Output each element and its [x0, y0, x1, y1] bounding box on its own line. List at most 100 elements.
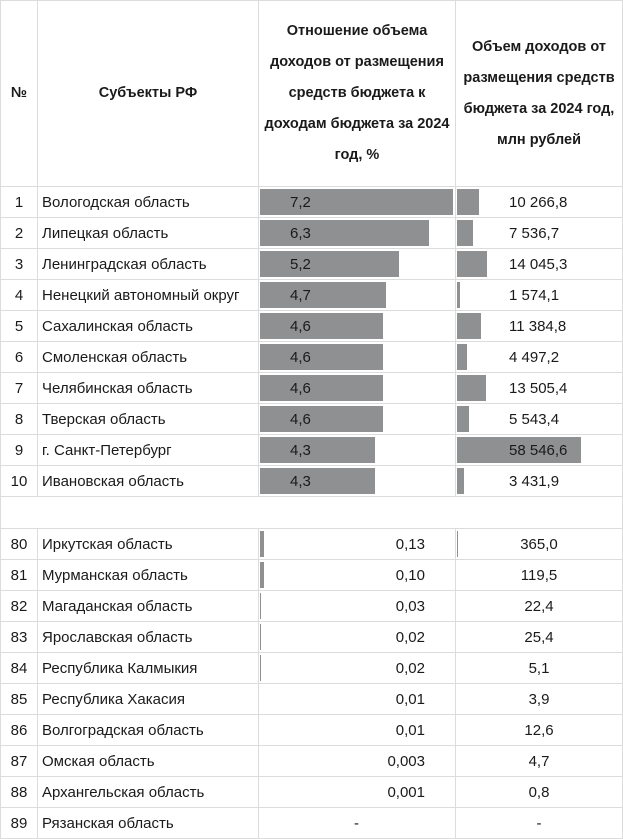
region-name: Вологодская область — [37, 186, 259, 218]
region-name: Республика Хакасия — [37, 683, 259, 715]
row-number: 82 — [0, 590, 38, 622]
table-row: 5 Сахалинская область 4,6 11 384,8 — [0, 310, 623, 342]
row-number: 86 — [0, 714, 38, 746]
volume-cell: 14 045,3 — [455, 248, 623, 280]
volume-bar — [457, 375, 486, 401]
ratio-bar — [260, 531, 264, 557]
volume-cell: 4 497,2 — [455, 341, 623, 373]
volume-value: 3,9 — [528, 690, 550, 708]
volume-cell: 7 536,7 — [455, 217, 623, 249]
volume-value: 58 546,6 — [509, 441, 568, 459]
ratio-cell: 0,02 — [258, 652, 456, 684]
volume-bar — [457, 313, 481, 339]
ratio-value: 0,10 — [395, 566, 425, 584]
ratio-value: 0,001 — [387, 783, 425, 801]
volume-cell: 1 574,1 — [455, 279, 623, 311]
ratio-cell: 4,6 — [258, 403, 456, 435]
row-number: 87 — [0, 745, 38, 777]
region-name: Магаданская область — [37, 590, 259, 622]
volume-cell: 22,4 — [455, 590, 623, 622]
volume-cell: 5 543,4 — [455, 403, 623, 435]
ratio-cell: 4,7 — [258, 279, 456, 311]
ratio-cell: 0,13 — [258, 528, 456, 560]
region-name: Ленинградская область — [37, 248, 259, 280]
row-number: 2 — [0, 217, 38, 249]
ratio-value: 4,3 — [290, 472, 311, 490]
header-row: № Субъекты РФ Отношение объема доходов о… — [0, 0, 623, 187]
row-number: 83 — [0, 621, 38, 653]
volume-bar — [457, 189, 479, 215]
volume-value: 1 574,1 — [509, 286, 560, 304]
volume-value: 12,6 — [524, 721, 554, 739]
volume-cell: 0,8 — [455, 776, 623, 808]
ratio-cell: 0,02 — [258, 621, 456, 653]
table-row: 8 Тверская область 4,6 5 543,4 — [0, 403, 623, 435]
volume-bar — [457, 406, 469, 432]
volume-value: 11 384,8 — [509, 317, 567, 335]
volume-value: - — [536, 814, 542, 832]
ratio-value: 0,02 — [395, 628, 425, 646]
volume-value: 22,4 — [524, 597, 554, 615]
ratio-bar — [260, 282, 386, 308]
volume-cell: 11 384,8 — [455, 310, 623, 342]
table-row: 7 Челябинская область 4,6 13 505,4 — [0, 372, 623, 404]
ratio-bar — [260, 406, 383, 432]
region-name: Липецкая область — [37, 217, 259, 249]
ratio-value: 5,2 — [290, 255, 311, 273]
table-row: 6 Смоленская область 4,6 4 497,2 — [0, 341, 623, 373]
header-subject: Субъекты РФ — [37, 0, 259, 187]
volume-value: 4,7 — [528, 752, 550, 770]
volume-cell: - — [455, 807, 623, 839]
ratio-cell: 5,2 — [258, 248, 456, 280]
region-name: г. Санкт-Петербург — [37, 434, 259, 466]
row-number: 5 — [0, 310, 38, 342]
table-row: 83 Ярославская область 0,02 25,4 — [0, 621, 623, 653]
volume-cell: 12,6 — [455, 714, 623, 746]
ratio-cell: 0,003 — [258, 745, 456, 777]
volume-bar — [457, 344, 467, 370]
ratio-cell: 0,001 — [258, 776, 456, 808]
volume-cell: 4,7 — [455, 745, 623, 777]
ratio-cell: 4,6 — [258, 372, 456, 404]
table-row: 85 Республика Хакасия 0,01 3,9 — [0, 683, 623, 715]
region-name: Архангельская область — [37, 776, 259, 808]
volume-cell: 58 546,6 — [455, 434, 623, 466]
ratio-cell: 4,6 — [258, 341, 456, 373]
volume-value: 3 431,9 — [509, 472, 560, 490]
ratio-cell: 4,3 — [258, 434, 456, 466]
volume-bar — [457, 468, 464, 494]
ratio-bar — [260, 344, 383, 370]
row-number: 1 — [0, 186, 38, 218]
ratio-value: 4,6 — [290, 317, 311, 335]
volume-value: 14 045,3 — [509, 255, 568, 273]
volume-value: 0,8 — [528, 783, 550, 801]
ratio-value: 0,02 — [395, 659, 425, 677]
region-name: Иркутская область — [37, 528, 259, 560]
volume-bar — [457, 437, 581, 463]
header-volume: Объем доходов от размещения средств бюдж… — [455, 0, 623, 187]
volume-bar — [457, 531, 458, 557]
row-number: 7 — [0, 372, 38, 404]
volume-cell: 10 266,8 — [455, 186, 623, 218]
region-name: Рязанская область — [37, 807, 259, 839]
table-row: 2 Липецкая область 6,3 7 536,7 — [0, 217, 623, 249]
separator-row — [0, 496, 623, 529]
ratio-bar — [260, 189, 453, 215]
region-name: Ненецкий автономный округ — [37, 279, 259, 311]
ratio-bar — [260, 437, 375, 463]
volume-cell: 5,1 — [455, 652, 623, 684]
row-number: 4 — [0, 279, 38, 311]
ratio-value: 0,01 — [395, 721, 425, 739]
volume-value: 13 505,4 — [509, 379, 568, 397]
row-number: 85 — [0, 683, 38, 715]
row-number: 88 — [0, 776, 38, 808]
ratio-cell: - — [258, 807, 456, 839]
volume-bar — [457, 282, 460, 308]
table-row: 3 Ленинградская область 5,2 14 045,3 — [0, 248, 623, 280]
ratio-bar — [260, 468, 375, 494]
region-name: Сахалинская область — [37, 310, 259, 342]
ratio-cell: 0,03 — [258, 590, 456, 622]
ratio-cell: 7,2 — [258, 186, 456, 218]
ratio-bar — [260, 313, 383, 339]
